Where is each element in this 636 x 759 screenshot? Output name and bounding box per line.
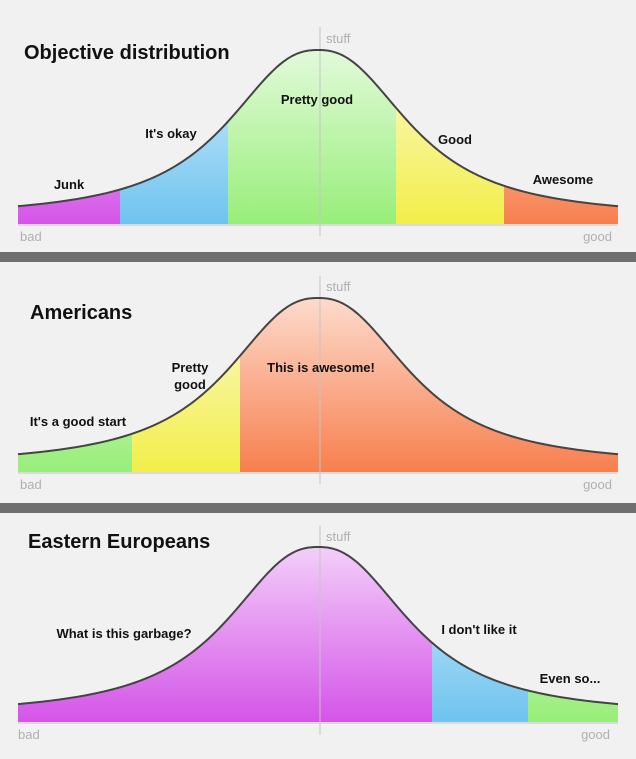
distribution-curve [17, 48, 619, 208]
segment-area [18, 547, 432, 722]
y-axis-label: stuff [326, 529, 351, 544]
segments-group [18, 547, 618, 722]
segment-label-its-okay: It's okay [145, 126, 197, 141]
x-axis-label-right: good [581, 727, 610, 742]
segment-area [18, 433, 132, 472]
panel-separator [0, 503, 636, 513]
segment-area [504, 185, 618, 224]
segments-group [18, 50, 618, 224]
segment-area [120, 121, 228, 224]
distribution-curve [17, 545, 619, 706]
x-axis-label-left: bad [20, 477, 42, 492]
panel-americans: Americans stuff bad good It's a good sta… [17, 276, 619, 492]
segment-label-dont-like: I don't like it [441, 622, 517, 637]
segment-label-junk: Junk [54, 177, 85, 192]
segment-label-awesome: Awesome [533, 172, 593, 187]
panel-objective: Objective distribution stuff bad good Ju… [17, 27, 619, 244]
segment-area [228, 50, 396, 224]
x-axis-label-left: bad [20, 229, 42, 244]
segment-area [240, 298, 618, 472]
panel-title: Eastern Europeans [28, 531, 210, 553]
segments-group [18, 298, 618, 472]
segment-area [528, 690, 618, 722]
x-axis-label-right: good [583, 229, 612, 244]
segment-label-pretty-line1: Pretty [172, 360, 210, 375]
panel-eastern-europeans: Eastern Europeans stuff bad good What is… [17, 526, 619, 742]
segment-label-good-line2: good [174, 377, 206, 392]
segment-label-this-is-awesome: This is awesome! [267, 360, 375, 375]
segment-area [432, 642, 528, 722]
distribution-curve [17, 296, 619, 456]
segment-area [132, 355, 240, 472]
panel-title: Americans [30, 302, 132, 324]
segment-label-even-so: Even so... [540, 671, 601, 686]
segment-label-good: Good [438, 132, 472, 147]
x-axis-label-left: bad [18, 727, 40, 742]
segment-label-garbage: What is this garbage? [56, 626, 191, 641]
segment-label-good-start: It's a good start [30, 414, 127, 429]
segment-label-pretty-good: Pretty good [281, 92, 353, 107]
segment-area [396, 107, 504, 224]
panel-separator [0, 252, 636, 262]
panel-title: Objective distribution [24, 42, 230, 64]
segment-area [18, 189, 120, 224]
x-axis-label-right: good [583, 477, 612, 492]
y-axis-label: stuff [326, 279, 351, 294]
y-axis-label: stuff [326, 31, 351, 46]
